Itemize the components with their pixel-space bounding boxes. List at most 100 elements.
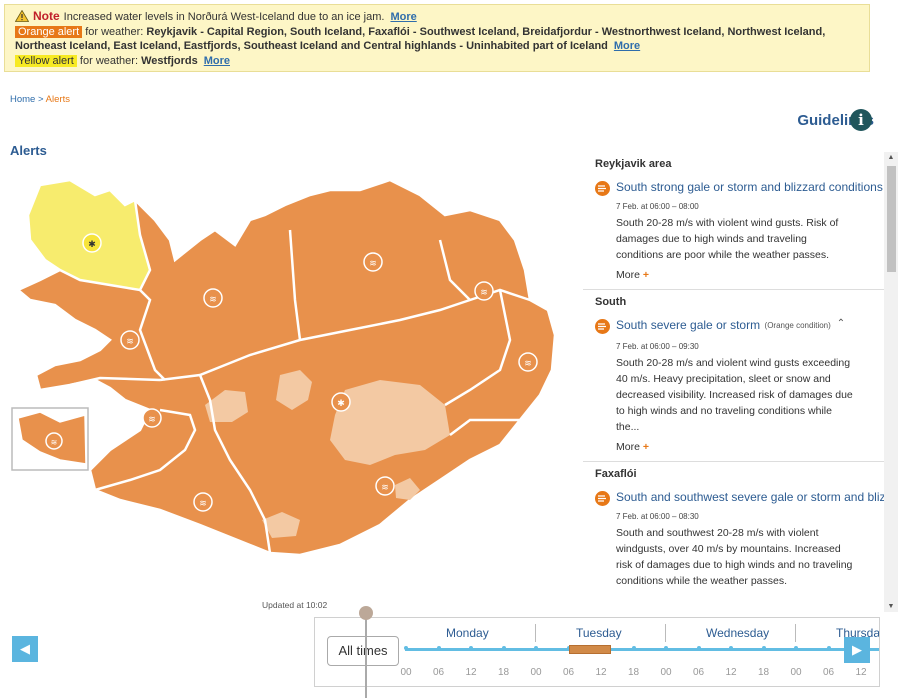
island-landmass bbox=[15, 178, 557, 557]
alert-more-label[interactable]: More bbox=[616, 441, 640, 453]
timeline-tick bbox=[761, 646, 766, 650]
timeline-hour-label: 06 bbox=[692, 667, 705, 678]
svg-text:≋: ≋ bbox=[480, 287, 488, 297]
glacier-myrdalsjokull bbox=[262, 512, 300, 538]
alert-title[interactable]: South and southwest severe gale or storm… bbox=[616, 490, 884, 504]
alert-marker-inset[interactable]: ≋ bbox=[45, 432, 63, 450]
timeline-hour-label: 18 bbox=[497, 667, 510, 678]
alert-area-name: Reykjavik area bbox=[595, 158, 672, 170]
svg-text:✱: ✱ bbox=[88, 239, 96, 249]
note-text: Increased water levels in Norðurá West-I… bbox=[63, 11, 385, 23]
timeline-tick bbox=[534, 646, 538, 650]
timeline-hour-label: 12 bbox=[465, 667, 477, 678]
orange-prefix: for weather: bbox=[85, 25, 144, 38]
all-times-button[interactable]: All times bbox=[327, 636, 399, 666]
svg-text:≋: ≋ bbox=[199, 498, 207, 508]
timeline-hour-label: 00 bbox=[530, 667, 542, 678]
timeline-day-tuesday[interactable]: Tuesday bbox=[576, 626, 622, 640]
timeline-tick bbox=[794, 646, 798, 650]
glacier-langjokull bbox=[276, 370, 312, 410]
scroll-down-icon[interactable]: ▼ bbox=[887, 603, 895, 610]
alert-item-header[interactable]: South severe gale or storm (Orange condi… bbox=[595, 318, 872, 336]
alert-more-link[interactable]: More + bbox=[616, 269, 872, 281]
timeline-hour-label: 18 bbox=[627, 667, 640, 678]
orange-areas-line1: Reykjavik - Capital Region, South Icelan… bbox=[146, 25, 826, 38]
alert-section: Reykjavik area South strong gale or stor… bbox=[583, 152, 884, 290]
timeline-hour-label: 12 bbox=[725, 667, 737, 678]
breadcrumb-home[interactable]: Home bbox=[10, 94, 36, 105]
alert-marker-eastfjords[interactable]: ≋ bbox=[518, 352, 538, 372]
scroll-up-icon[interactable]: ▲ bbox=[887, 154, 895, 161]
alert-time: 7 Feb. at 06:00 – 09:30 bbox=[616, 342, 699, 351]
alert-marker-breidafjordur[interactable]: ≋ bbox=[120, 330, 140, 350]
yellow-more-link[interactable]: More bbox=[203, 54, 230, 67]
alert-marker-highlands[interactable]: ✱ bbox=[331, 392, 351, 412]
timeline-tick bbox=[404, 646, 408, 650]
orange-alert-tag: Orange alert bbox=[15, 25, 83, 38]
yellow-alert-tag: Yellow alert bbox=[15, 54, 77, 67]
alert-marker-northwest[interactable]: ≋ bbox=[203, 288, 223, 308]
updated-time: Updated at 10:02 bbox=[262, 600, 328, 610]
breadcrumb-current: Alerts bbox=[45, 94, 70, 105]
alert-more-label[interactable]: More bbox=[616, 269, 640, 281]
timeline[interactable]: All times Monday Tuesday Wednesday Thursday… bbox=[314, 617, 880, 687]
alert-title[interactable]: South severe gale or storm bbox=[616, 318, 761, 332]
timeline-hour-label: 06 bbox=[822, 667, 835, 678]
timeline-day-separator bbox=[795, 624, 796, 642]
alert-item-header[interactable]: South strong gale or storm and blizzard … bbox=[595, 180, 883, 196]
panel-scrollbar[interactable]: ▲ ▼ bbox=[884, 152, 898, 612]
yellow-alert-row: Yellow alert for weather: Westfjords More bbox=[15, 54, 859, 69]
warning-triangle-icon bbox=[15, 10, 29, 22]
alert-marker-southeast[interactable]: ≋ bbox=[375, 476, 395, 496]
yellow-prefix: for weather: bbox=[79, 54, 139, 67]
yellow-areas: Westfjords bbox=[141, 54, 198, 67]
alert-list-panel[interactable]: Reykjavik area South strong gale or stor… bbox=[583, 152, 884, 612]
arrow-left-icon[interactable]: ◀ bbox=[12, 636, 38, 662]
chevron-up-icon[interactable]: ⌃ bbox=[836, 318, 846, 329]
svg-text:✱: ✱ bbox=[337, 398, 345, 408]
alert-markers[interactable]: ✱ ≋ ≋ ≋ ≋ ≋ ✱ ≋ ≋ ≋ ≋ bbox=[45, 233, 538, 512]
timeline-tick bbox=[729, 646, 733, 650]
alert-marker-faxafloi[interactable]: ≋ bbox=[142, 408, 162, 428]
timeline-track[interactable] bbox=[405, 648, 879, 651]
alert-area-name: Faxaflói bbox=[595, 468, 637, 480]
alert-marker-south[interactable]: ≋ bbox=[193, 492, 213, 512]
alert-banner: Note Increased water levels in Norðurá We… bbox=[4, 4, 870, 72]
svg-text:≋: ≋ bbox=[148, 414, 156, 424]
timeline-tick bbox=[436, 646, 441, 650]
iceland-alert-map[interactable]: ✱ ≋ ≋ ≋ ≋ ≋ ✱ ≋ ≋ ≋ ≋ bbox=[0, 160, 580, 600]
timeline-hour-label: 00 bbox=[790, 667, 802, 678]
timeline-day-monday[interactable]: Monday bbox=[446, 626, 489, 640]
alert-area-name: South bbox=[595, 296, 627, 308]
glacier-vatnajokull bbox=[330, 380, 450, 465]
timeline-day-separator bbox=[535, 624, 536, 642]
timeline-day-thursday[interactable]: Thursday bbox=[836, 626, 880, 640]
note-more-link[interactable]: More bbox=[390, 11, 417, 23]
arrow-right-icon[interactable]: ▶ bbox=[844, 637, 870, 663]
alert-title[interactable]: South strong gale or storm and blizzard … bbox=[616, 180, 883, 194]
svg-text:≋: ≋ bbox=[524, 358, 532, 368]
timeline-hour-label: 12 bbox=[595, 667, 607, 678]
timeline-selection[interactable] bbox=[569, 645, 611, 654]
svg-text:≋: ≋ bbox=[209, 294, 217, 304]
timeline-hour-label: 18 bbox=[757, 667, 770, 678]
alert-section: Faxaflói South and southwest severe gale… bbox=[583, 462, 884, 597]
timeline-day-wednesday[interactable]: Wednesday bbox=[706, 626, 770, 640]
alert-marker-northeast[interactable]: ≋ bbox=[363, 252, 383, 272]
orange-more-link[interactable]: More bbox=[613, 40, 641, 52]
alert-marker-westfjords[interactable]: ✱ bbox=[82, 233, 102, 253]
info-icon[interactable]: i bbox=[850, 109, 872, 131]
wind-snow-icon bbox=[595, 181, 610, 196]
timeline-hour-label: 06 bbox=[432, 667, 445, 678]
alert-more-link[interactable]: More + bbox=[616, 441, 872, 453]
alert-marker-east[interactable]: ≋ bbox=[474, 281, 494, 301]
scrollbar-thumb[interactable] bbox=[887, 166, 896, 272]
svg-text:≋: ≋ bbox=[381, 482, 389, 492]
alert-item-header[interactable]: South and southwest severe gale or storm… bbox=[595, 490, 884, 506]
wind-snow-icon bbox=[595, 319, 610, 334]
note-row: Note Increased water levels in Norðurá We… bbox=[15, 9, 859, 25]
alert-description: South 20-28 m/s with violent wind gusts.… bbox=[616, 217, 839, 261]
timeline-tick bbox=[566, 646, 571, 650]
timeline-slider-handle[interactable] bbox=[359, 606, 373, 620]
glacier-hofsjokull bbox=[205, 390, 248, 422]
